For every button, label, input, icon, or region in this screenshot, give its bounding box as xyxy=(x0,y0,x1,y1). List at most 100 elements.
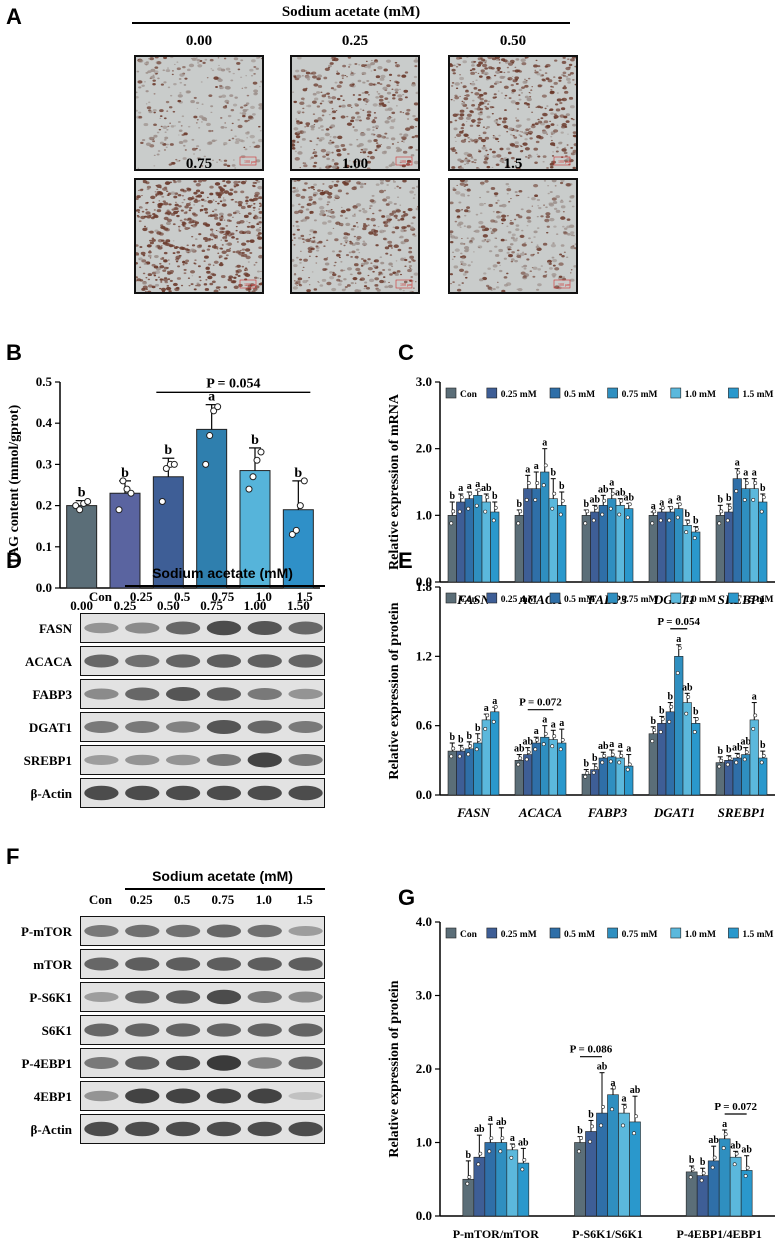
significance-letter: a xyxy=(611,1078,616,1089)
p-value-annotation: P = 0.072 xyxy=(519,697,562,709)
data-point xyxy=(590,1124,594,1129)
y-tick-label: 0.0 xyxy=(36,580,52,595)
legend-label: Con xyxy=(460,390,478,400)
data-point xyxy=(712,1155,717,1160)
blot-band xyxy=(84,1057,119,1069)
data-point xyxy=(677,646,682,650)
panel-letter-c: C xyxy=(398,340,414,365)
data-point xyxy=(257,448,265,456)
micrograph-label: 0.00 xyxy=(185,33,213,49)
legend-label: 0.5 mM xyxy=(564,930,595,940)
y-tick-label: 0.0 xyxy=(416,574,432,589)
bar xyxy=(682,702,692,796)
blot-band xyxy=(247,1023,282,1037)
blot-band-row xyxy=(80,1015,325,1045)
significance-letter: ab xyxy=(514,744,525,755)
data-point xyxy=(560,498,565,503)
significance-letter: ab xyxy=(522,737,533,748)
data-point xyxy=(449,521,454,526)
significance-letter: b xyxy=(466,1150,472,1161)
panel-letter-f: F xyxy=(6,844,20,869)
data-point xyxy=(296,502,304,510)
blot-band xyxy=(288,1121,323,1137)
data-point xyxy=(734,760,739,765)
x-category-label: P-4EBP1/4EBP1 xyxy=(676,1227,761,1241)
blot-band xyxy=(247,1088,282,1104)
data-point xyxy=(474,503,479,508)
blot-band-row xyxy=(80,712,325,742)
data-point xyxy=(627,762,632,767)
legend-swatch xyxy=(728,387,739,399)
legend-swatch xyxy=(549,592,561,604)
data-point xyxy=(660,717,665,721)
data-point xyxy=(660,505,665,510)
legend-swatch xyxy=(607,592,618,604)
blot-row-label: S6K1 xyxy=(41,1023,72,1038)
blot-row-label: FASN xyxy=(39,621,72,636)
blot-band xyxy=(165,687,201,701)
blot-band xyxy=(125,622,160,634)
significance-letter: a xyxy=(542,715,547,726)
oil-red-o-micrograph: 100 μm xyxy=(134,55,264,171)
blot-header-line xyxy=(125,888,325,890)
blot-band xyxy=(125,1056,160,1070)
data-point xyxy=(623,1105,627,1109)
data-point xyxy=(650,739,655,744)
significance-letter: ab xyxy=(598,484,609,495)
data-point xyxy=(451,746,456,751)
data-point xyxy=(721,1146,726,1150)
blot-band xyxy=(288,754,323,766)
significance-letter: b xyxy=(588,1109,594,1120)
scale-bar-label: 100 μm xyxy=(558,159,571,164)
data-point xyxy=(467,1175,472,1179)
data-point xyxy=(533,497,538,502)
legend-swatch xyxy=(445,927,457,939)
blot-band xyxy=(84,1121,119,1137)
y-tick-label: 0.5 xyxy=(36,374,53,389)
significance-letter: b xyxy=(717,494,723,505)
data-point xyxy=(610,491,615,496)
y-tick-label: 0.0 xyxy=(416,787,432,802)
blot-band xyxy=(247,752,282,768)
oil-red-o-micrograph: 100 μm xyxy=(448,55,578,171)
data-point xyxy=(451,509,456,514)
data-point xyxy=(249,473,257,481)
data-point xyxy=(753,481,758,485)
significance-letter: b xyxy=(700,1157,706,1168)
legend-label: 0.75 mM xyxy=(622,390,658,400)
data-point xyxy=(743,1173,748,1178)
blot-band-row xyxy=(80,949,325,979)
lane-label: 0.25 xyxy=(129,589,153,604)
y-tick-label: 2.0 xyxy=(416,441,432,456)
data-point xyxy=(677,502,682,507)
blot-band xyxy=(288,1092,323,1100)
blot-header: Sodium acetate (mM) xyxy=(152,868,293,884)
data-point xyxy=(487,1149,492,1154)
data-point xyxy=(558,747,563,752)
panel-letter-b: B xyxy=(6,340,22,365)
blot-band xyxy=(288,785,323,801)
blot-band-row xyxy=(80,613,325,643)
blot-header-line xyxy=(125,585,325,587)
blot-band xyxy=(84,992,119,1002)
significance-letter: a xyxy=(622,1093,627,1104)
significance-letter: ab xyxy=(741,1145,752,1156)
panel-letter-e: E xyxy=(398,548,413,573)
data-point xyxy=(650,521,655,526)
lane-label: 0.75 xyxy=(211,589,235,604)
data-point xyxy=(493,505,498,510)
data-point xyxy=(123,485,131,493)
data-point xyxy=(533,747,538,752)
data-point xyxy=(516,762,521,767)
legend-swatch xyxy=(670,387,682,399)
data-point xyxy=(585,771,590,775)
legend-swatch xyxy=(486,927,498,939)
significance-letter: b xyxy=(251,433,259,448)
significance-letter: a xyxy=(626,744,631,755)
significance-letter: ab xyxy=(740,737,751,748)
data-point xyxy=(619,753,624,758)
data-point xyxy=(694,717,699,721)
data-point xyxy=(577,1149,581,1154)
bar xyxy=(691,723,701,796)
data-point xyxy=(742,757,747,762)
